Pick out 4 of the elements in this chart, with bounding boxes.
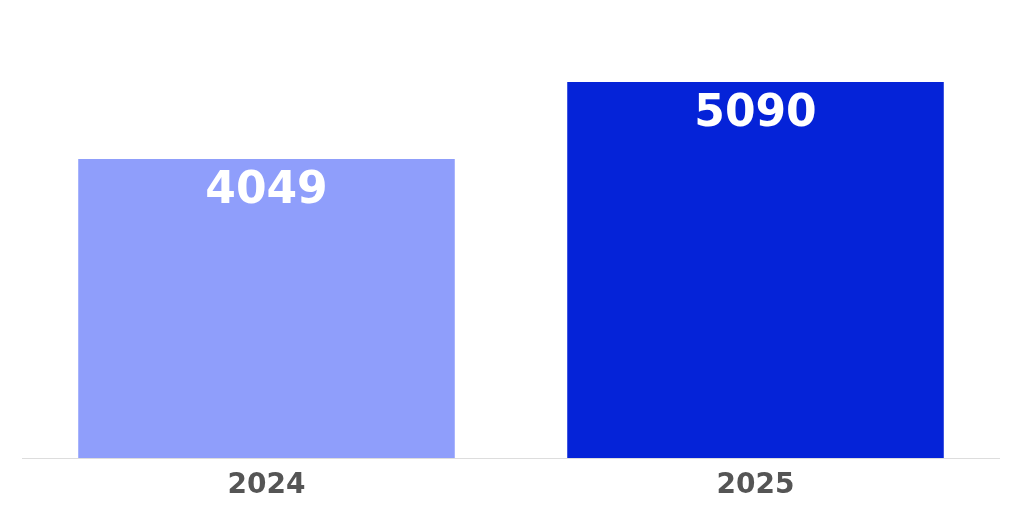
x-tick-label: 2025: [716, 466, 795, 500]
x-tick-label: 2024: [227, 466, 306, 500]
data-label: 4049: [205, 161, 328, 213]
data-label: 5090: [694, 85, 817, 136]
